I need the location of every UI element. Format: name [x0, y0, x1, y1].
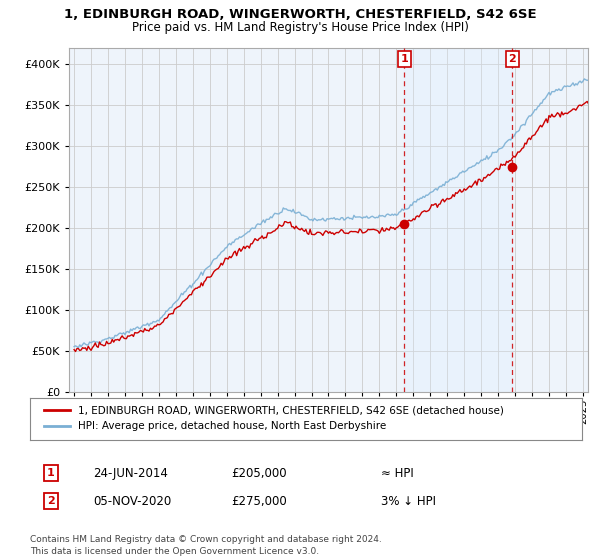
Bar — [404, 48, 512, 392]
Text: 2: 2 — [508, 54, 516, 64]
Text: 1: 1 — [47, 468, 55, 478]
Text: 05-NOV-2020: 05-NOV-2020 — [93, 494, 171, 508]
Text: 1, EDINBURGH ROAD, WINGERWORTH, CHESTERFIELD, S42 6SE: 1, EDINBURGH ROAD, WINGERWORTH, CHESTERF… — [64, 8, 536, 21]
Text: 1: 1 — [400, 54, 408, 64]
Text: 24-JUN-2014: 24-JUN-2014 — [93, 466, 168, 480]
Text: Price paid vs. HM Land Registry's House Price Index (HPI): Price paid vs. HM Land Registry's House … — [131, 21, 469, 34]
Text: ≈ HPI: ≈ HPI — [381, 466, 414, 480]
Text: 2: 2 — [47, 496, 55, 506]
Legend: 1, EDINBURGH ROAD, WINGERWORTH, CHESTERFIELD, S42 6SE (detached house), HPI: Ave: 1, EDINBURGH ROAD, WINGERWORTH, CHESTERF… — [41, 403, 507, 435]
Text: Contains HM Land Registry data © Crown copyright and database right 2024.
This d: Contains HM Land Registry data © Crown c… — [30, 535, 382, 556]
Text: 3% ↓ HPI: 3% ↓ HPI — [381, 494, 436, 508]
Text: £275,000: £275,000 — [231, 494, 287, 508]
Text: £205,000: £205,000 — [231, 466, 287, 480]
